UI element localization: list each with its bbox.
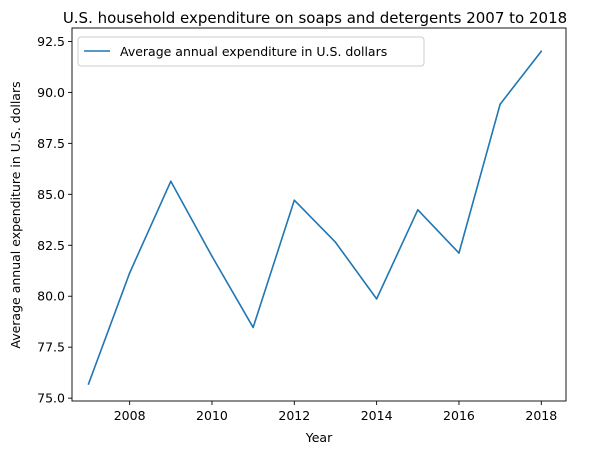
- plot-area: 2008 2010 2012 2014 2016 2018 75.0 77.5 80.0 82.…: [37, 27, 567, 423]
- y-tick-label: 77.5: [37, 340, 65, 355]
- x-tick-label: 2012: [278, 408, 310, 423]
- x-tick-label: 2014: [361, 408, 393, 423]
- y-tick-label: 87.5: [37, 136, 65, 151]
- x-tick-label: 2008: [114, 408, 146, 423]
- legend: Average annual expenditure in U.S. dolla…: [77, 36, 425, 67]
- y-axis: 75.0 77.5 80.0 82.5 85.0 87.5 90.0 92.5: [37, 34, 72, 406]
- y-tick-label: 75.0: [37, 391, 65, 406]
- y-tick-label: 80.0: [37, 289, 65, 304]
- legend-label: Average annual expenditure in U.S. dolla…: [120, 44, 387, 59]
- chart-title: U.S. household expenditure on soaps and …: [63, 9, 567, 27]
- x-tick-label: 2016: [443, 408, 475, 423]
- y-axis-label: Average annual expenditure in U.S. dolla…: [8, 81, 23, 348]
- y-tick-label: 92.5: [37, 34, 65, 49]
- data-point: [540, 50, 543, 53]
- data-point: [170, 180, 172, 183]
- series-line: [87, 50, 542, 385]
- data-point: [499, 103, 501, 106]
- data-point: [293, 199, 296, 202]
- data-point: [334, 241, 337, 244]
- data-point: [87, 383, 90, 385]
- data-point: [417, 209, 419, 211]
- y-tick-label: 82.5: [37, 238, 65, 253]
- data-point: [458, 252, 460, 254]
- data-point: [211, 255, 213, 258]
- series-layer: [87, 50, 543, 385]
- legend-box: [77, 36, 425, 67]
- x-axis-label: Year: [305, 430, 333, 445]
- y-tick-label: 85.0: [37, 187, 65, 202]
- x-axis: 2008 2010 2012 2014 2016 2018: [114, 401, 557, 423]
- data-point: [252, 326, 254, 329]
- plot-frame: [71, 27, 567, 402]
- y-tick-label: 90.0: [37, 85, 65, 100]
- x-tick-label: 2018: [525, 408, 557, 423]
- data-point: [375, 298, 378, 300]
- data-point: [128, 272, 131, 274]
- x-tick-label: 2010: [196, 408, 228, 423]
